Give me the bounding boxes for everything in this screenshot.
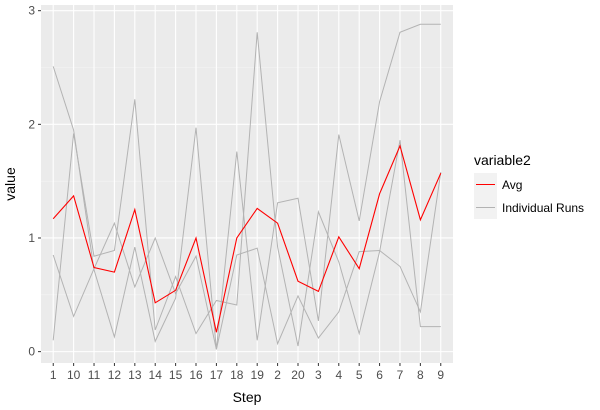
- x-tick-label: 13: [128, 368, 142, 382]
- plot-panel: [41, 5, 453, 363]
- y-tick-label: 2: [28, 117, 35, 131]
- y-tick-label: 3: [28, 4, 35, 18]
- x-tick-label: 11: [88, 368, 101, 382]
- individual-run-line-1: [52, 23, 441, 350]
- individual-run-line-3: [52, 172, 442, 350]
- x-tick-label: 20: [291, 368, 305, 382]
- legend-title: variable2: [474, 152, 531, 168]
- avg-line-group: [52, 144, 442, 333]
- grid-minor: [41, 67, 453, 296]
- legend-label-avg: Avg: [502, 178, 522, 192]
- grid-major: [41, 5, 453, 363]
- x-tick-label: 17: [210, 368, 224, 382]
- x-tick-label: 2: [274, 368, 281, 382]
- x-tick-label: 7: [397, 368, 404, 382]
- x-tick-label: 5: [356, 368, 363, 382]
- x-axis: 1 10 11 12 13 14 15 16 17 18 19 2 20 3 4 5 6 7 8 9: [50, 363, 444, 382]
- x-tick-label: 8: [417, 368, 424, 382]
- x-tick-label: 1: [50, 368, 57, 382]
- y-tick-label: 0: [28, 345, 35, 359]
- x-tick-label: 12: [108, 368, 122, 382]
- x-tick-label: 10: [67, 368, 81, 382]
- y-axis: 0 1 2 3: [28, 4, 41, 359]
- individual-run-lines: [52, 23, 442, 350]
- x-tick-label: 18: [230, 368, 244, 382]
- y-tick-label: 1: [28, 231, 35, 245]
- x-tick-label: 16: [189, 368, 203, 382]
- x-tick-label: 15: [169, 368, 183, 382]
- legend-label-individual-runs: Individual Runs: [502, 201, 584, 215]
- x-axis-title: Step: [233, 389, 262, 405]
- avg-line: [52, 144, 442, 333]
- y-axis-title: value: [2, 167, 18, 201]
- legend: variable2 Avg Individual Runs: [474, 152, 584, 219]
- x-tick-label: 14: [149, 368, 163, 382]
- x-tick-label: 9: [437, 368, 444, 382]
- x-tick-label: 6: [376, 368, 383, 382]
- x-tick-label: 4: [335, 368, 342, 382]
- x-tick-label: 19: [251, 368, 265, 382]
- x-tick-label: 3: [315, 368, 322, 382]
- individual-run-line-2: [52, 32, 441, 347]
